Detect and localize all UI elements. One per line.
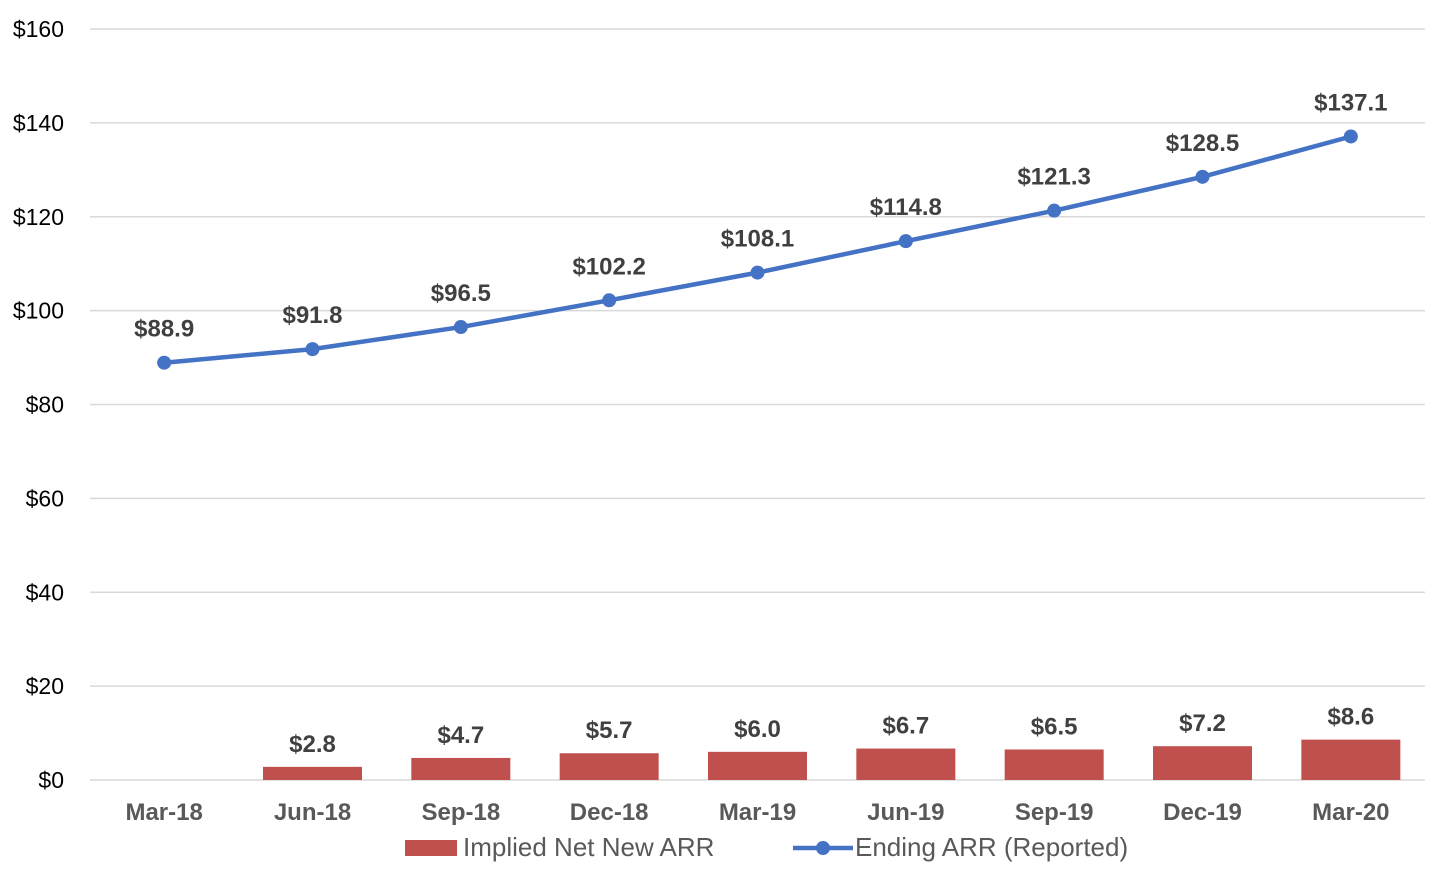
bar <box>1153 746 1252 780</box>
line-point <box>1343 129 1358 144</box>
legend-line-marker <box>816 841 830 855</box>
legend-label-ending-arr: Ending ARR (Reported) <box>855 832 1128 862</box>
bar <box>708 751 807 780</box>
bar-data-label: $7.2 <box>1179 710 1226 737</box>
bar-series <box>263 739 1401 780</box>
x-tick-label: Mar-18 <box>125 799 202 826</box>
x-tick-label: Jun-18 <box>274 799 351 826</box>
y-tick-label: $40 <box>26 579 64 605</box>
bar-data-label: $8.6 <box>1327 704 1374 731</box>
line-point <box>898 234 913 249</box>
line-data-label: $137.1 <box>1314 89 1387 116</box>
line-point <box>1195 169 1210 184</box>
y-tick-label: $80 <box>26 392 64 418</box>
gridlines <box>90 28 1425 781</box>
line-point <box>750 265 765 280</box>
line-data-label: $108.1 <box>721 226 794 253</box>
legend-label-net-new-arr: Implied Net New ARR <box>463 832 714 862</box>
legend: Implied Net New ARR Ending ARR (Reported) <box>405 832 1128 862</box>
line-data-label: $96.5 <box>431 280 491 307</box>
bar-data-label: $2.8 <box>289 731 336 758</box>
bar-data-label: $5.7 <box>586 717 633 744</box>
line-data-label: $91.8 <box>282 302 342 329</box>
line-data-label: $114.8 <box>870 194 942 221</box>
bar <box>856 748 956 780</box>
y-tick-label: $100 <box>13 298 64 324</box>
x-tick-label: Dec-18 <box>570 799 649 826</box>
bar <box>559 753 659 780</box>
bar-data-label: $4.7 <box>437 722 484 749</box>
y-tick-label: $20 <box>26 673 64 699</box>
bar <box>263 766 362 780</box>
line-data-label: $121.3 <box>1017 164 1090 191</box>
data-labels: $2.8 $4.7 $5.7 $6.0 $6.7 $6.5 $7.2 $8.6 $88.9 $91… <box>134 89 1387 757</box>
y-tick-label: $120 <box>13 204 64 230</box>
legend-bar-swatch <box>405 840 457 856</box>
line-data-label: $88.9 <box>134 316 194 343</box>
bar-data-label: $6.0 <box>734 716 781 743</box>
x-tick-label: Jun-19 <box>867 799 944 826</box>
line-point <box>453 320 468 335</box>
line-point <box>1047 203 1062 218</box>
y-tick-label: $60 <box>26 485 64 511</box>
y-tick-label: $0 <box>38 767 64 793</box>
line-point <box>157 355 172 370</box>
line-point <box>602 293 617 308</box>
x-tick-label: Mar-20 <box>1312 799 1389 826</box>
line-data-label: $128.5 <box>1166 130 1239 157</box>
x-tick-label: Mar-19 <box>719 799 796 826</box>
x-tick-label: Sep-19 <box>1015 799 1094 826</box>
line-point <box>305 342 320 357</box>
y-tick-label: $140 <box>13 110 64 136</box>
line-data-label: $102.2 <box>572 253 645 280</box>
bar-data-label: $6.7 <box>882 713 929 740</box>
bar <box>1004 749 1104 780</box>
bar <box>411 757 511 780</box>
y-axis-ticks: $0 $20 $40 $60 $80 $100 $120 $140 $160 <box>13 16 64 793</box>
x-tick-label: Dec-19 <box>1163 799 1242 826</box>
x-axis-ticks: Mar-18 Jun-18 Sep-18 Dec-18 Mar-19 Jun-19 Sep-… <box>125 799 1389 826</box>
x-tick-label: Sep-18 <box>421 799 500 826</box>
bar <box>1301 739 1401 780</box>
bar-data-label: $6.5 <box>1031 713 1078 740</box>
line-series <box>157 129 1358 370</box>
y-tick-label: $160 <box>13 16 64 42</box>
